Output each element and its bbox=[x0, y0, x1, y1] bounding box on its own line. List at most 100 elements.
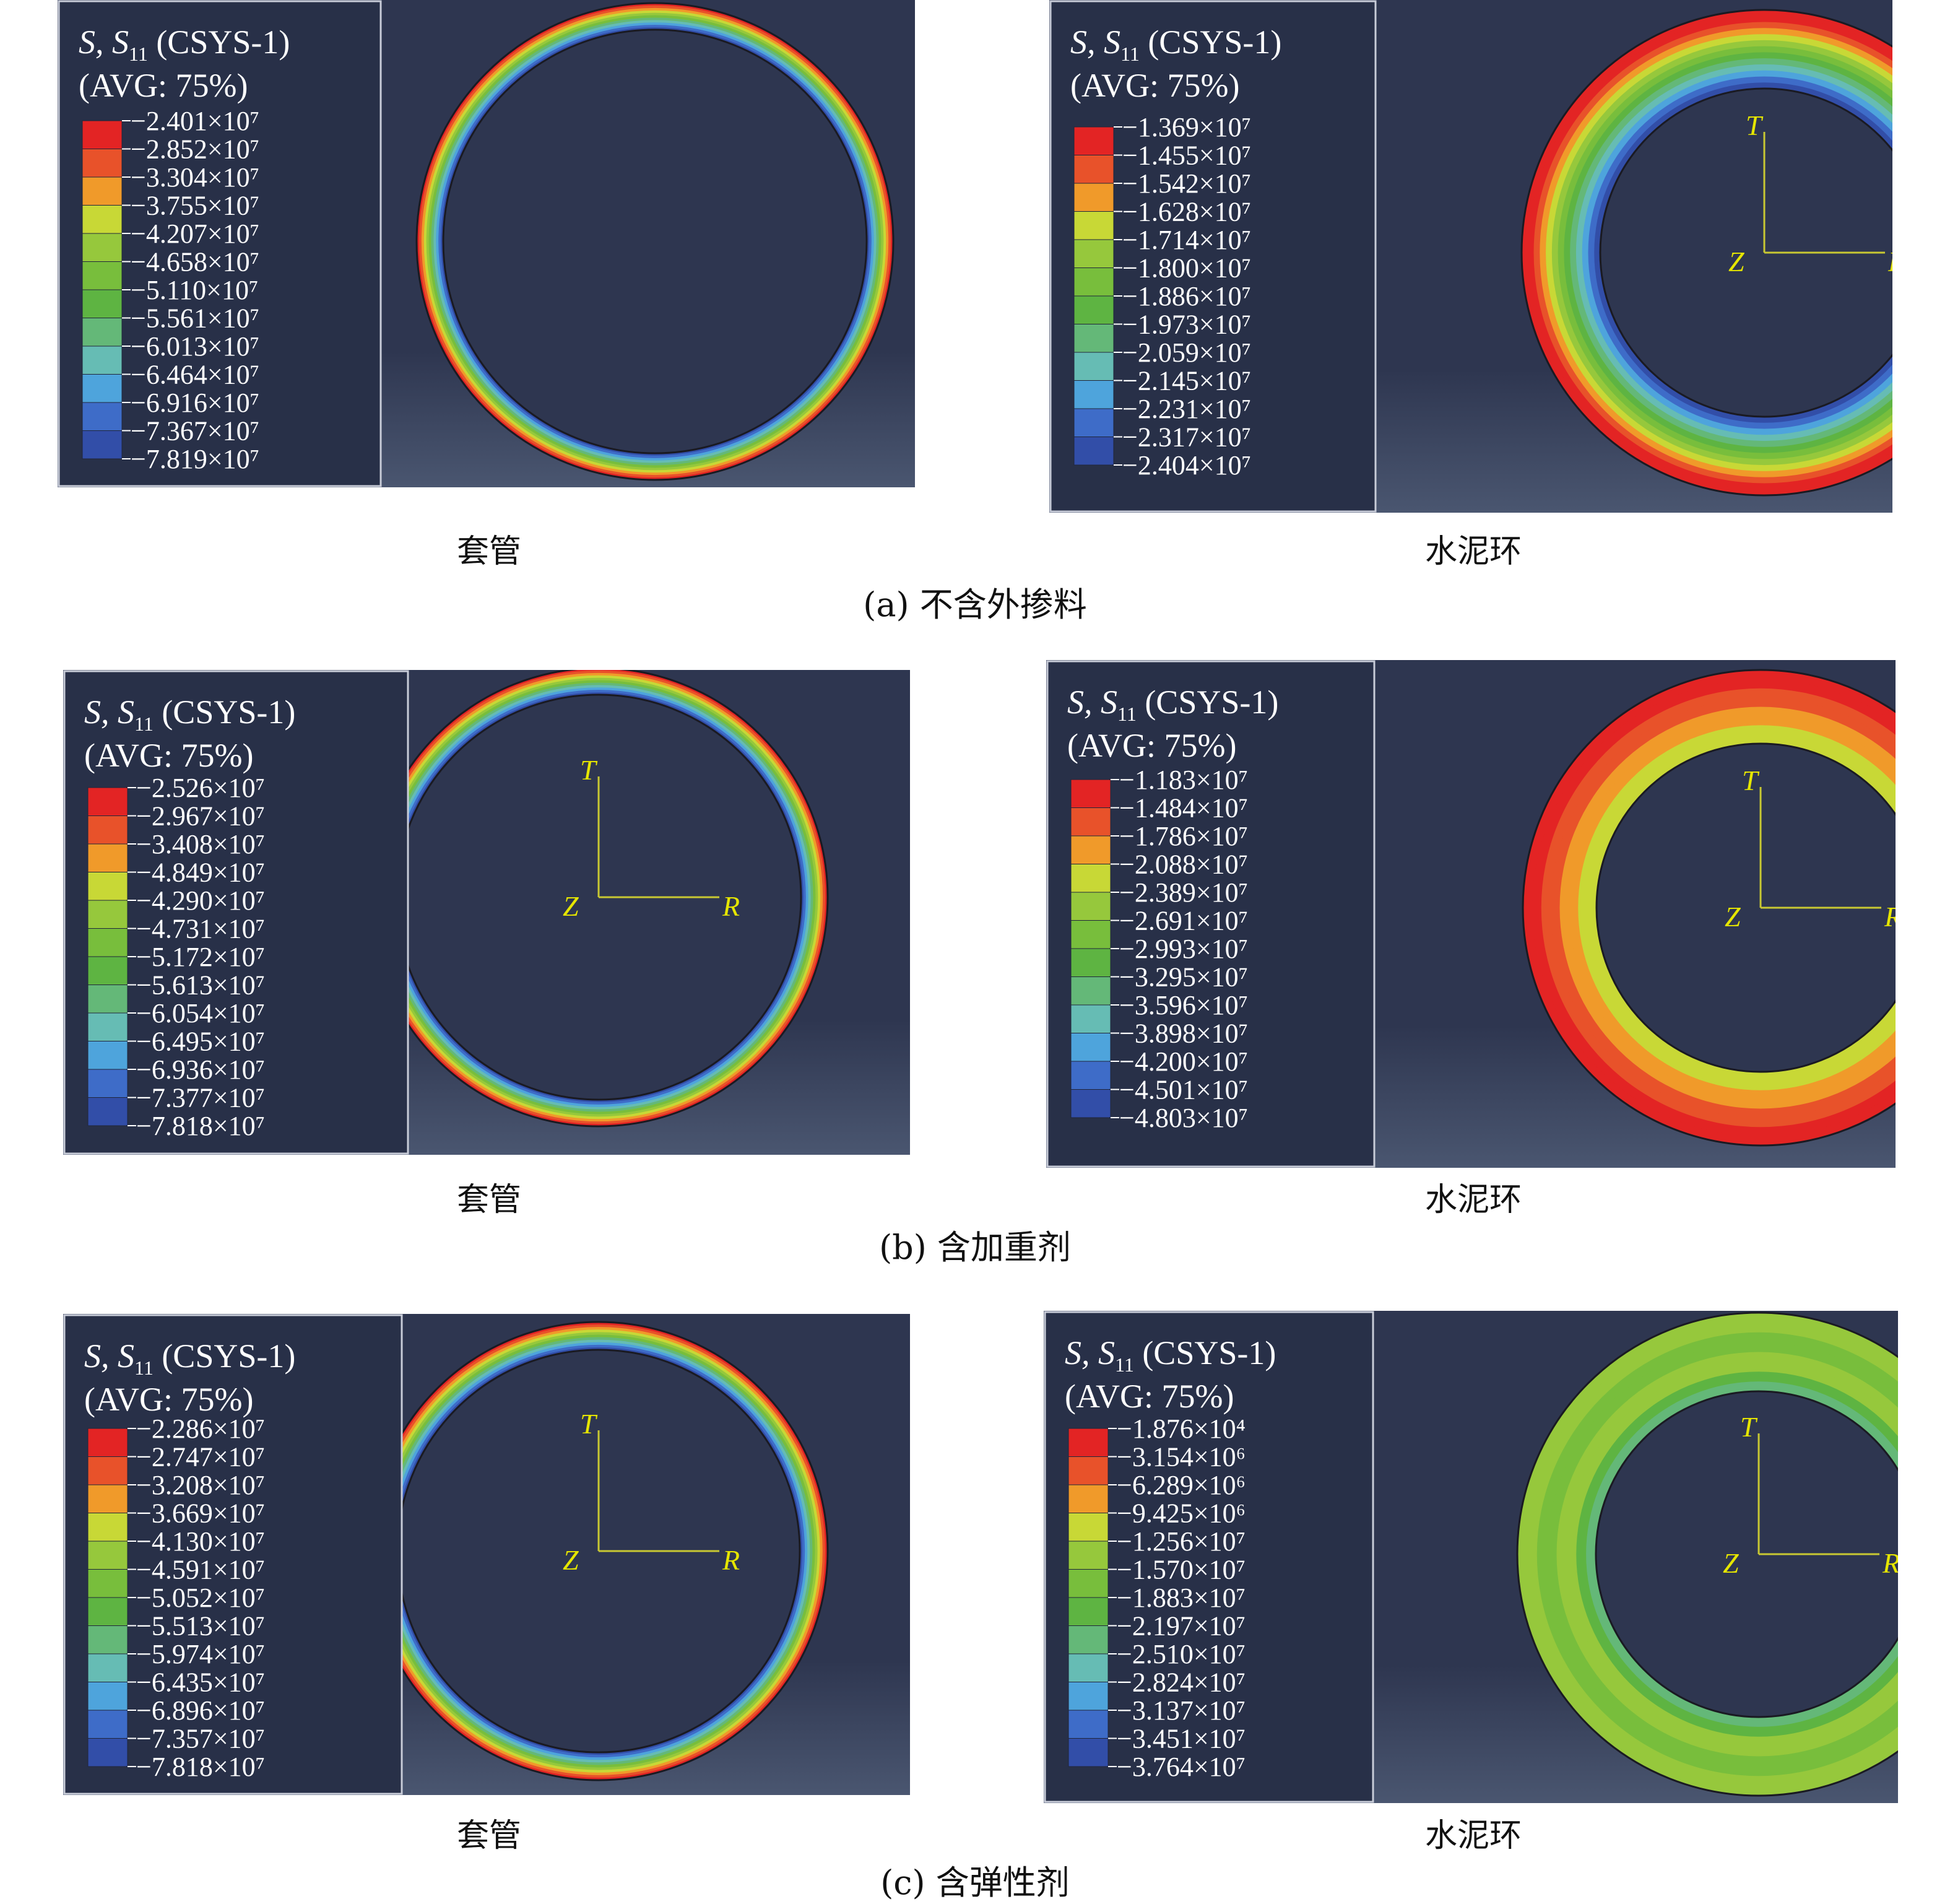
legend-value: −6.936×10⁷ bbox=[136, 1054, 265, 1085]
ring-inner-bore bbox=[1595, 1390, 1898, 1718]
axis-r-label: R bbox=[722, 1544, 740, 1576]
legend-swatch bbox=[1073, 267, 1114, 297]
legend-swatch bbox=[1073, 239, 1114, 268]
legend-value: −4.731×10⁷ bbox=[136, 914, 265, 944]
panel-a-cement: TZR S, S11 (CSYS-1)(AVG: 75%)−1.369×10⁷−1… bbox=[1049, 0, 1892, 513]
ring-outer-edge bbox=[1520, 9, 1892, 497]
legend-swatch bbox=[87, 1710, 128, 1739]
panel-c-casing: T Z R S, S11 (CSYS-1) (AVG: 75%) −2.286×10⁷ −2… bbox=[63, 1314, 910, 1795]
legend-value: −2.389×10⁷ bbox=[1119, 877, 1248, 908]
legend-value: −2.145×10⁷ bbox=[1122, 366, 1251, 396]
legend-swatch bbox=[1073, 155, 1114, 184]
legend-value: −3.755×10⁷ bbox=[131, 191, 259, 221]
ring-outer-edge bbox=[1516, 1311, 1898, 1797]
contour-legend: S, S11 (CSYS-1)(AVG: 75%)−2.401×10⁷−2.85… bbox=[58, 0, 382, 487]
legend-swatch bbox=[1070, 892, 1111, 921]
legend-value: −1.876×10⁴ bbox=[1117, 1414, 1246, 1444]
label-c-cement: 水泥环 bbox=[1424, 1817, 1522, 1854]
legend-value: −9.425×10⁶ bbox=[1117, 1498, 1246, 1529]
legend-value: −1.183×10⁷ bbox=[1119, 765, 1248, 795]
caption-a: (a) 不含外掺料 bbox=[863, 585, 1087, 624]
legend-swatch bbox=[87, 985, 128, 1014]
panel-a-casing: S, S11 (CSYS-1) (AVG: 75%) −2.401×10⁷ −2.85… bbox=[58, 0, 915, 487]
legend-swatch bbox=[82, 120, 123, 149]
legend-value: −5.052×10⁷ bbox=[136, 1583, 265, 1613]
axis-t-label: T bbox=[580, 754, 598, 786]
axis-t-label: T bbox=[1740, 1411, 1758, 1443]
legend-subtitle: (AVG: 75%) bbox=[1070, 67, 1239, 104]
caption-c: (c) 含弹性剂 bbox=[880, 1863, 1070, 1902]
legend-value: −1.570×10⁷ bbox=[1117, 1555, 1246, 1585]
legend-swatch bbox=[1068, 1456, 1109, 1485]
legend-value: −3.408×10⁷ bbox=[136, 829, 265, 859]
legend-swatch bbox=[1068, 1625, 1109, 1654]
legend-title: S, S11 (CSYS-1) bbox=[1065, 1334, 1276, 1376]
legend-swatch bbox=[1068, 1428, 1109, 1457]
legend-value: −3.154×10⁶ bbox=[1117, 1442, 1246, 1472]
label-a-cement: 水泥环 bbox=[1424, 533, 1522, 570]
legend-value: −2.317×10⁷ bbox=[1122, 422, 1251, 453]
legend-swatch bbox=[87, 1569, 128, 1598]
legend-swatch bbox=[1068, 1738, 1109, 1767]
legend-value: −2.286×10⁷ bbox=[136, 1414, 265, 1444]
legend-swatch bbox=[82, 374, 123, 403]
legend-value: −1.786×10⁷ bbox=[1119, 821, 1248, 851]
contour-legend: S, S11 (CSYS-1)(AVG: 75%)−1.183×10⁷−1.48… bbox=[1046, 660, 1376, 1168]
axis-t-label: T bbox=[1742, 765, 1760, 796]
axis-triad: T Z R bbox=[1728, 110, 1892, 277]
legend-value: −6.289×10⁶ bbox=[1117, 1470, 1246, 1500]
legend-swatch bbox=[87, 1597, 128, 1626]
legend-swatch bbox=[1070, 1004, 1111, 1033]
legend-swatch bbox=[1070, 1089, 1111, 1118]
legend-value: −6.054×10⁷ bbox=[136, 998, 265, 1028]
legend-swatch bbox=[87, 1682, 128, 1711]
legend-value: −1.628×10⁷ bbox=[1122, 197, 1251, 227]
panel-c-casing-figure: T Z R S, S11 (CSYS-1)(AVG: 75%)−2.286×10⁷−2… bbox=[63, 1314, 910, 1795]
legend-value: −1.484×10⁷ bbox=[1119, 793, 1248, 824]
legend-subtitle: (AVG: 75%) bbox=[84, 737, 253, 774]
axis-triad: T Z R bbox=[563, 754, 740, 922]
legend-swatch bbox=[1070, 1061, 1111, 1090]
stress-ring bbox=[1522, 669, 1896, 1147]
legend-swatch bbox=[87, 1484, 128, 1513]
legend-title: S, S11 (CSYS-1) bbox=[79, 24, 290, 65]
axis-r-label: R bbox=[1887, 246, 1892, 277]
panel-a-cement-figure: TZR S, S11 (CSYS-1)(AVG: 75%)−1.369×10⁷−1… bbox=[1049, 0, 1892, 513]
legend-swatch bbox=[1068, 1653, 1109, 1682]
legend-swatch bbox=[1070, 948, 1111, 977]
legend-swatch bbox=[1070, 835, 1111, 864]
panel-b-casing: T Z R S, S11 (CSYS-1) (AVG: 75%) −2.526×10⁷ −2… bbox=[63, 670, 910, 1155]
legend-value: −5.974×10⁷ bbox=[136, 1639, 265, 1669]
legend-value: −4.207×10⁷ bbox=[131, 219, 259, 249]
legend-swatch bbox=[87, 1012, 128, 1041]
legend-value: −2.993×10⁷ bbox=[1119, 934, 1248, 964]
legend-value: −3.764×10⁷ bbox=[1117, 1752, 1246, 1782]
legend-value: −5.613×10⁷ bbox=[136, 970, 265, 1001]
legend-swatch bbox=[1068, 1682, 1109, 1711]
legend-swatch bbox=[1073, 295, 1114, 324]
legend-swatch bbox=[1068, 1513, 1109, 1542]
legend-value: −3.898×10⁷ bbox=[1119, 1019, 1248, 1049]
panel-b-casing-figure: T Z R S, S11 (CSYS-1)(AVG: 75%)−2.526×10⁷−2… bbox=[63, 670, 910, 1155]
axis-z-label: Z bbox=[1723, 1547, 1739, 1579]
legend-swatch bbox=[1073, 126, 1114, 155]
legend-swatch bbox=[1073, 380, 1114, 409]
legend-swatch bbox=[82, 430, 123, 459]
legend-value: −1.883×10⁷ bbox=[1117, 1583, 1246, 1613]
legend-value: −6.896×10⁷ bbox=[136, 1695, 265, 1726]
ring-outer-edge bbox=[1522, 669, 1896, 1147]
axis-z-label: Z bbox=[563, 1544, 579, 1576]
legend-value: −3.137×10⁷ bbox=[1117, 1695, 1246, 1726]
contour-legend: S, S11 (CSYS-1)(AVG: 75%) −1.369×10⁷−1.45… bbox=[1049, 0, 1377, 513]
legend-value: −3.295×10⁷ bbox=[1119, 962, 1248, 993]
legend-swatch bbox=[82, 261, 123, 290]
stress-ring bbox=[1520, 9, 1892, 497]
label-c-casing: 套管 bbox=[456, 1817, 521, 1854]
ring-outer-edge bbox=[415, 2, 895, 481]
legend-swatch bbox=[1070, 807, 1111, 837]
legend-value: −4.849×10⁷ bbox=[136, 858, 265, 888]
legend-swatch bbox=[1073, 211, 1114, 240]
legend-value: −7.377×10⁷ bbox=[136, 1083, 265, 1113]
label-a-casing: 套管 bbox=[456, 533, 521, 570]
